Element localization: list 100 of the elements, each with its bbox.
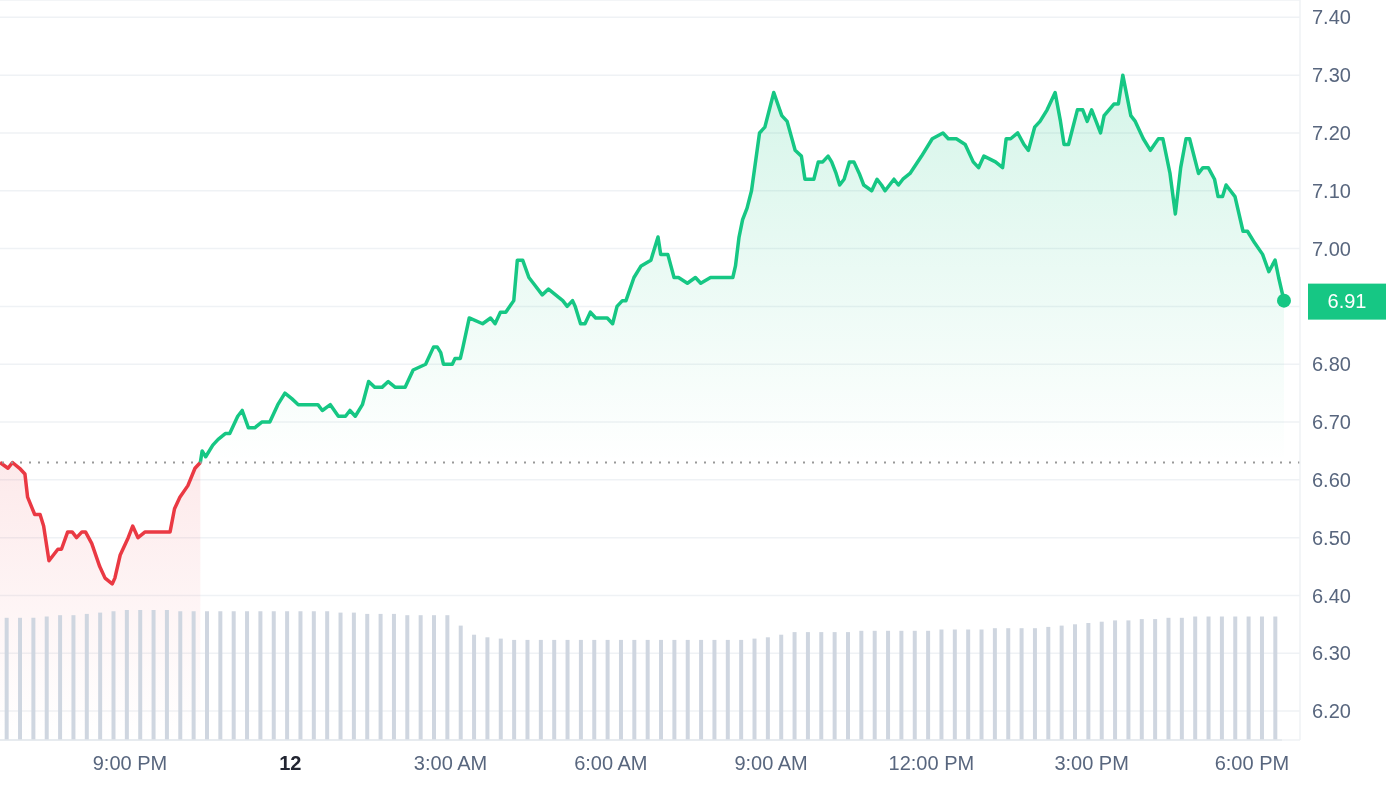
x-tick-label: 3:00 PM — [1054, 752, 1129, 774]
y-tick-label: 7.30 — [1312, 64, 1351, 87]
y-tick-label: 6.40 — [1312, 584, 1351, 607]
bar — [1032, 628, 1037, 740]
y-tick-label: 7.00 — [1312, 237, 1351, 260]
bar — [365, 613, 370, 740]
y-tick-label: 6.80 — [1312, 353, 1351, 376]
x-tick-label: 6:00 AM — [574, 752, 648, 774]
bar — [164, 610, 169, 740]
bar — [819, 632, 824, 740]
bar — [1233, 616, 1238, 740]
bar — [271, 611, 276, 740]
bar — [592, 639, 597, 740]
bar — [4, 617, 9, 740]
bar — [926, 630, 931, 740]
x-tick-label: 6:00 PM — [1214, 752, 1290, 774]
bar — [765, 637, 770, 740]
bar — [472, 634, 477, 740]
bar — [31, 617, 36, 740]
bar — [338, 612, 343, 740]
bar — [632, 639, 637, 740]
x-tick-label: 3:00 AM — [413, 752, 488, 774]
bar — [44, 616, 49, 740]
bar — [98, 612, 103, 740]
bar — [58, 615, 63, 740]
bar — [565, 639, 570, 740]
bar — [779, 634, 784, 740]
bar — [178, 611, 183, 740]
bar — [298, 611, 303, 740]
bar — [245, 611, 250, 740]
bar — [1193, 616, 1198, 740]
bar — [886, 630, 891, 740]
bar — [645, 639, 650, 740]
bar — [485, 637, 490, 740]
y-tick-label: 6.50 — [1312, 526, 1351, 549]
bar — [325, 611, 330, 740]
bar — [725, 639, 730, 740]
y-tick-label: 6.20 — [1312, 700, 1351, 723]
bar — [1059, 625, 1064, 740]
bar — [525, 639, 530, 740]
bar — [859, 630, 864, 740]
bar — [752, 638, 757, 740]
bar — [1019, 628, 1024, 740]
bar — [1006, 628, 1011, 740]
bar — [659, 639, 664, 740]
bar — [712, 639, 717, 740]
y-tick-label: 6.60 — [1312, 468, 1351, 491]
bar — [618, 639, 623, 740]
annotation: 6.91 — [1327, 289, 1367, 312]
bar — [218, 611, 223, 740]
y-tick-label: 6.30 — [1312, 642, 1351, 665]
bar — [71, 615, 76, 740]
bar — [1126, 620, 1131, 740]
bar — [498, 638, 503, 740]
y-tick-label: 6.70 — [1312, 411, 1351, 434]
bar — [378, 613, 383, 740]
bar — [992, 628, 997, 740]
bar — [445, 615, 450, 740]
bar — [552, 639, 557, 740]
bar — [939, 629, 944, 740]
x-tick-label: 9:00 PM — [92, 752, 168, 774]
bar — [966, 629, 971, 740]
y-tick-label: 7.20 — [1312, 122, 1351, 145]
bar — [845, 632, 850, 740]
bar — [605, 639, 610, 740]
bar — [191, 611, 196, 740]
y-tick-label: 7.10 — [1312, 179, 1351, 202]
bar — [458, 625, 463, 740]
bar — [1139, 619, 1144, 740]
bar — [391, 613, 396, 740]
x-tick-label: 12:00 PM — [888, 752, 975, 774]
bar — [739, 639, 744, 740]
bar — [699, 639, 704, 740]
bar — [832, 632, 837, 740]
bar — [805, 632, 810, 740]
bar — [899, 630, 904, 740]
bar — [18, 617, 23, 740]
bar — [418, 615, 423, 740]
x-tick-label: 12 — [279, 752, 302, 774]
bar — [1113, 620, 1118, 740]
bar — [151, 610, 156, 740]
bar — [231, 611, 236, 740]
bar — [1166, 617, 1171, 740]
bar — [204, 611, 209, 740]
bar — [512, 639, 517, 740]
bar — [872, 630, 877, 740]
x-tick-label: 9:00 AM — [734, 752, 808, 774]
bar — [84, 613, 89, 740]
bar — [1073, 624, 1078, 740]
bar — [351, 612, 356, 740]
bar — [952, 629, 957, 740]
bar — [1273, 616, 1278, 740]
bar — [1246, 616, 1251, 740]
bar — [578, 639, 583, 740]
bar — [538, 639, 543, 740]
bar — [1179, 617, 1184, 740]
bar — [1099, 621, 1104, 740]
bar — [285, 611, 290, 740]
bar — [405, 615, 410, 740]
bar — [124, 610, 129, 740]
